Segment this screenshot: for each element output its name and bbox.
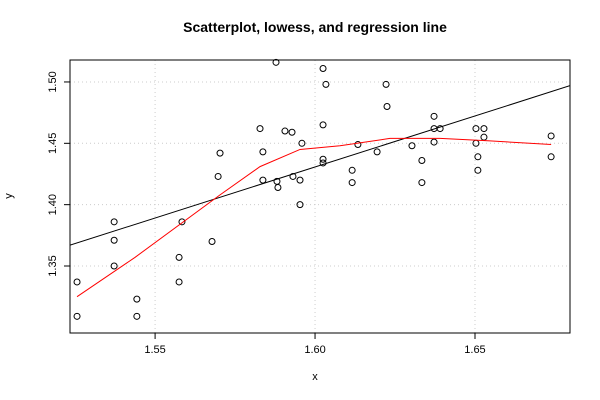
point [281, 127, 289, 135]
point [373, 148, 381, 156]
point [547, 132, 555, 140]
regression-line [70, 85, 570, 246]
point [214, 172, 222, 180]
point [216, 149, 224, 157]
point [259, 148, 267, 156]
x-tick-label: 1.55 [144, 344, 165, 356]
point [298, 139, 306, 147]
point [175, 278, 183, 286]
point [175, 253, 183, 261]
point [133, 312, 141, 320]
point [322, 80, 330, 88]
point [256, 125, 264, 133]
point [430, 138, 438, 146]
point [289, 172, 297, 180]
x-tick-label: 1.65 [464, 344, 485, 356]
point [272, 58, 280, 66]
point [547, 153, 555, 161]
point [480, 133, 488, 141]
y-tick-label: 1.35 [47, 255, 59, 276]
point [274, 183, 282, 191]
point [348, 179, 356, 187]
point [408, 142, 416, 150]
point [319, 64, 327, 72]
y-axis-label: y [3, 193, 15, 199]
point [73, 312, 81, 320]
point [259, 176, 267, 184]
lowess-line [76, 137, 552, 298]
plot-frame [69, 59, 571, 334]
point [383, 103, 391, 111]
point [319, 121, 327, 129]
point [348, 166, 356, 174]
point [296, 201, 304, 209]
point [418, 156, 426, 164]
point [474, 153, 482, 161]
point [133, 295, 141, 303]
point [178, 218, 186, 226]
point [354, 141, 362, 149]
point [110, 262, 118, 270]
point [472, 125, 480, 133]
point [296, 176, 304, 184]
point [288, 128, 296, 136]
x-axis-label: x [312, 371, 318, 383]
x-tick-label: 1.60 [304, 344, 325, 356]
point [474, 166, 482, 174]
point [208, 237, 216, 245]
point [319, 155, 327, 163]
y-tick-label: 1.45 [47, 133, 59, 154]
point [418, 179, 426, 187]
chart-title: Scatterplot, lowess, and regression line [183, 19, 447, 35]
y-tick-label: 1.40 [47, 194, 59, 215]
point [480, 125, 488, 133]
y-tick-label: 1.50 [47, 71, 59, 92]
point [436, 125, 444, 133]
point [430, 112, 438, 120]
point [110, 236, 118, 244]
point [319, 159, 327, 167]
point [382, 80, 390, 88]
point [110, 218, 118, 226]
point [73, 278, 81, 286]
